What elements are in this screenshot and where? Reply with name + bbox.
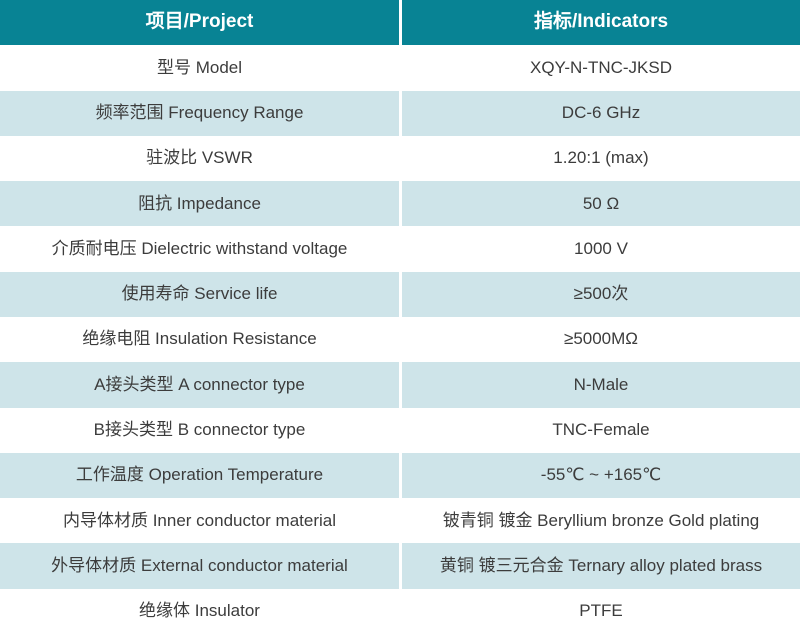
cell-indicator: DC-6 GHz <box>402 90 800 136</box>
cell-project: 驻波比 VSWR <box>0 135 402 182</box>
cell-project: 频率范围 Frequency Range <box>0 90 402 136</box>
cell-indicator: 50 Ω <box>402 181 800 227</box>
cell-project: 使用寿命 Service life <box>0 271 402 317</box>
cell-indicator: ≥500次 <box>402 271 800 317</box>
header-project: 项目/Project <box>0 0 402 46</box>
cell-indicator: XQY-N-TNC-JKSD <box>402 45 800 91</box>
cell-indicator: 黄铜 镀三元合金 Ternary alloy plated brass <box>402 543 800 589</box>
cell-indicator: 1.20:1 (max) <box>402 135 800 182</box>
cell-project: 绝缘电阻 Insulation Resistance <box>0 316 402 363</box>
cell-project: 工作温度 Operation Temperature <box>0 452 402 499</box>
cell-project: 阻抗 Impedance <box>0 181 402 227</box>
cell-project: B接头类型 B connector type <box>0 407 402 453</box>
table-row: 绝缘体 Insulator PTFE <box>0 588 800 634</box>
cell-project: 外导体材质 External conductor material <box>0 543 402 589</box>
cell-indicator: PTFE <box>402 588 800 634</box>
cell-indicator: N-Male <box>402 362 800 408</box>
table-header-row: 项目/Project 指标/Indicators <box>0 0 800 46</box>
header-indicators: 指标/Indicators <box>402 0 800 46</box>
table-row: 内导体材质 Inner conductor material 铍青铜 镀金 Ber… <box>0 498 800 544</box>
table-row: 外导体材质 External conductor material 黄铜 镀三元合… <box>0 543 800 589</box>
cell-project: 介质耐电压 Dielectric withstand voltage <box>0 226 402 272</box>
table-row: 频率范围 Frequency Range DC-6 GHz <box>0 90 800 136</box>
cell-project: 内导体材质 Inner conductor material <box>0 498 402 544</box>
cell-indicator: 1000 V <box>402 226 800 272</box>
table-row: 工作温度 Operation Temperature -55℃ ~ +165℃ <box>0 452 800 499</box>
table-row: 型号 Model XQY-N-TNC-JKSD <box>0 45 800 91</box>
cell-indicator: 铍青铜 镀金 Beryllium bronze Gold plating <box>402 498 800 544</box>
table-row: B接头类型 B connector type TNC-Female <box>0 407 800 453</box>
cell-project: A接头类型 A connector type <box>0 362 402 408</box>
cell-project: 绝缘体 Insulator <box>0 588 402 634</box>
cell-project: 型号 Model <box>0 45 402 91</box>
table-row: 阻抗 Impedance 50 Ω <box>0 181 800 227</box>
table-row: A接头类型 A connector type N-Male <box>0 362 800 408</box>
cell-indicator: ≥5000MΩ <box>402 316 800 363</box>
cell-indicator: -55℃ ~ +165℃ <box>402 452 800 499</box>
table-row: 介质耐电压 Dielectric withstand voltage 1000 V <box>0 226 800 272</box>
table-row: 使用寿命 Service life ≥500次 <box>0 271 800 317</box>
table-row: 绝缘电阻 Insulation Resistance ≥5000MΩ <box>0 316 800 363</box>
table-row: 驻波比 VSWR 1.20:1 (max) <box>0 135 800 182</box>
cell-indicator: TNC-Female <box>402 407 800 453</box>
